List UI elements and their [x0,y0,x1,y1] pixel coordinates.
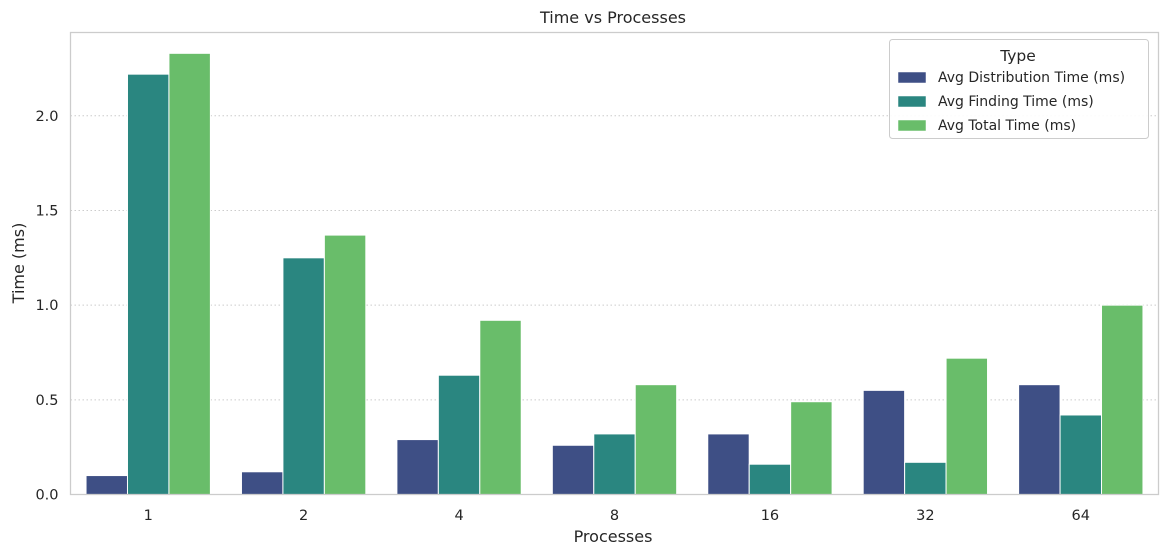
x-tick-label: 2 [299,508,308,524]
bar [1059,414,1103,495]
bar [790,401,833,495]
bar [437,374,481,495]
x-tick-label: 1 [144,508,153,524]
bar [551,444,595,495]
bar [707,433,750,496]
legend: Type Avg Distribution Time (ms) Avg Findi… [889,39,1149,139]
x-tick-label: 64 [1072,508,1090,524]
bar [904,461,947,495]
legend-swatch [897,71,927,84]
x-tick-label: 4 [454,508,463,524]
bar [126,73,170,496]
bar [168,52,211,495]
legend-title: Type [999,47,1036,65]
bar [479,319,522,495]
y-tick-label: 1.0 [35,298,58,314]
bar [1018,384,1061,495]
legend-label: Avg Distribution Time (ms) [938,70,1125,86]
bar [862,389,906,495]
x-tick-label: 16 [761,508,779,524]
y-tick-label: 0.0 [35,488,58,504]
bar [1101,304,1144,495]
y-tick-label: 1.5 [35,203,58,219]
bar [396,439,439,495]
y-tick-label: 0.5 [35,393,58,409]
legend-swatch [897,119,927,132]
y-axis-title: Time (ms) [9,223,28,305]
x-tick-label: 8 [610,508,619,524]
legend-box [889,39,1149,139]
bar [85,475,128,496]
x-axis-ticks: 1 2 4 8 16 32 64 [144,508,1090,524]
y-tick-label: 2.0 [35,109,58,125]
bar [945,357,989,495]
gridlines [70,115,1159,401]
x-tick-label: 32 [916,508,934,524]
chart-title: Time vs Processes [539,8,686,27]
x-axis-title: Processes [574,527,653,546]
plot-frame [69,31,1160,496]
bar [282,257,325,495]
bars-group [85,52,1144,496]
y-axis-ticks: 0.0 0.5 1.0 1.5 2.0 [35,109,58,504]
legend-label: Avg Total Time (ms) [938,118,1076,134]
bar [240,471,284,495]
bar [323,234,367,495]
bar [593,433,636,496]
bar [748,463,792,496]
bar [634,384,678,495]
legend-swatch [897,95,927,108]
legend-label: Avg Finding Time (ms) [938,94,1094,110]
legend-items: Avg Distribution Time (ms) Avg Finding Ti… [897,70,1125,134]
